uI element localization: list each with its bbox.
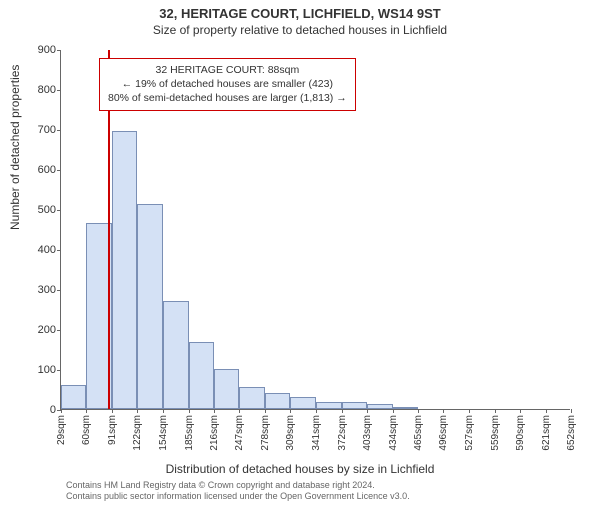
y-tick-mark <box>57 210 61 211</box>
x-tick-label: 559sqm <box>490 415 501 451</box>
y-tick-mark <box>57 250 61 251</box>
x-tick-mark <box>214 409 215 413</box>
x-tick-label: 652sqm <box>566 415 577 451</box>
histogram-bar <box>393 407 418 409</box>
x-tick-mark <box>316 409 317 413</box>
histogram-bar <box>239 387 264 409</box>
x-tick-label: 309sqm <box>285 415 296 451</box>
y-tick-label: 800 <box>26 84 56 96</box>
annotation-line2: ← 19% of detached houses are smaller (42… <box>108 77 347 91</box>
x-tick-mark <box>393 409 394 413</box>
y-tick-mark <box>57 170 61 171</box>
x-tick-label: 341sqm <box>311 415 322 451</box>
x-tick-label: 91sqm <box>107 415 118 445</box>
y-tick-mark <box>57 290 61 291</box>
x-tick-mark <box>290 409 291 413</box>
annotation-line3: 80% of semi-detached houses are larger (… <box>108 91 347 105</box>
y-tick-label: 900 <box>26 44 56 56</box>
histogram-bar <box>214 369 239 409</box>
x-tick-label: 216sqm <box>209 415 220 451</box>
histogram-bar <box>290 397 316 409</box>
plot-area: 010020030040050060070080090029sqm60sqm91… <box>60 50 570 410</box>
x-tick-label: 590sqm <box>515 415 526 451</box>
x-tick-mark <box>163 409 164 413</box>
x-tick-label: 372sqm <box>337 415 348 451</box>
x-tick-label: 185sqm <box>184 415 195 451</box>
x-tick-label: 465sqm <box>413 415 424 451</box>
x-tick-mark <box>367 409 368 413</box>
subtitle: Size of property relative to detached ho… <box>0 23 600 37</box>
x-tick-label: 29sqm <box>56 415 67 445</box>
y-tick-mark <box>57 130 61 131</box>
x-tick-mark <box>520 409 521 413</box>
x-tick-mark <box>546 409 547 413</box>
x-tick-mark <box>342 409 343 413</box>
histogram-bar <box>367 404 392 409</box>
x-tick-label: 122sqm <box>132 415 143 451</box>
x-tick-mark <box>61 409 62 413</box>
y-tick-label: 100 <box>26 364 56 376</box>
x-tick-mark <box>469 409 470 413</box>
x-tick-mark <box>571 409 572 413</box>
annotation-box: 32 HERITAGE COURT: 88sqm← 19% of detache… <box>99 58 356 111</box>
histogram-bar <box>342 402 367 409</box>
y-tick-label: 300 <box>26 284 56 296</box>
x-tick-label: 154sqm <box>158 415 169 451</box>
y-tick-mark <box>57 370 61 371</box>
histogram-bar <box>61 385 86 409</box>
copyright-footer: Contains HM Land Registry data © Crown c… <box>66 480 410 503</box>
x-tick-mark <box>239 409 240 413</box>
histogram-bar <box>189 342 214 409</box>
x-tick-label: 278sqm <box>260 415 271 451</box>
histogram-bar <box>137 204 163 409</box>
x-tick-label: 247sqm <box>234 415 245 451</box>
histogram-bar <box>265 393 290 409</box>
x-tick-mark <box>86 409 87 413</box>
y-tick-label: 500 <box>26 204 56 216</box>
x-tick-mark <box>189 409 190 413</box>
chart-container: 010020030040050060070080090029sqm60sqm91… <box>60 50 570 410</box>
histogram-bar <box>163 301 188 409</box>
x-tick-label: 434sqm <box>388 415 399 451</box>
x-tick-mark <box>265 409 266 413</box>
x-tick-mark <box>418 409 419 413</box>
histogram-bar <box>316 402 341 409</box>
footer-line2: Contains public sector information licen… <box>66 491 410 502</box>
y-tick-label: 700 <box>26 124 56 136</box>
histogram-bar <box>112 131 137 409</box>
x-tick-mark <box>495 409 496 413</box>
x-tick-label: 621sqm <box>541 415 552 451</box>
x-tick-label: 527sqm <box>464 415 475 451</box>
y-tick-mark <box>57 90 61 91</box>
x-tick-label: 60sqm <box>81 415 92 445</box>
x-tick-mark <box>137 409 138 413</box>
y-tick-mark <box>57 330 61 331</box>
x-tick-label: 496sqm <box>438 415 449 451</box>
footer-line1: Contains HM Land Registry data © Crown c… <box>66 480 410 491</box>
y-tick-label: 600 <box>26 164 56 176</box>
y-tick-label: 0 <box>26 404 56 416</box>
x-tick-label: 403sqm <box>362 415 373 451</box>
x-axis-label: Distribution of detached houses by size … <box>0 462 600 476</box>
y-tick-mark <box>57 50 61 51</box>
x-tick-mark <box>443 409 444 413</box>
y-tick-label: 400 <box>26 244 56 256</box>
y-axis-label: Number of detached properties <box>8 65 22 230</box>
x-tick-mark <box>112 409 113 413</box>
y-tick-label: 200 <box>26 324 56 336</box>
address-title: 32, HERITAGE COURT, LICHFIELD, WS14 9ST <box>0 6 600 21</box>
annotation-line1: 32 HERITAGE COURT: 88sqm <box>108 63 347 77</box>
